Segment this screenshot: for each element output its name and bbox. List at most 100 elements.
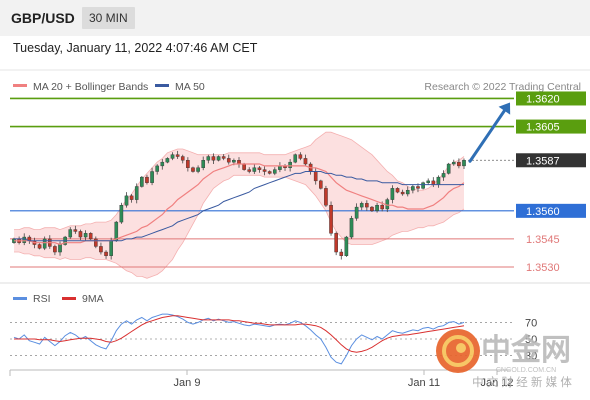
timeframe-badge[interactable]: 30 MIN	[82, 7, 135, 29]
ma50-legend-label: MA 50	[175, 81, 205, 93]
rsi-level-label-50: 50	[525, 334, 537, 346]
candle	[104, 250, 108, 259]
candle	[411, 184, 415, 194]
candle	[216, 155, 221, 162]
projection-arrow	[468, 102, 511, 163]
candle	[359, 201, 364, 211]
candle	[196, 165, 200, 174]
candle	[155, 164, 159, 175]
candle	[446, 162, 451, 175]
bollinger-upper	[14, 131, 465, 231]
candle	[119, 202, 124, 224]
time-axis-labels: Jan 9 Jan 11 Jan 12	[174, 370, 514, 389]
candle	[375, 202, 379, 213]
level-label-1.3620: 1.3620	[526, 93, 560, 105]
candle	[257, 165, 262, 173]
bollinger-lower	[14, 174, 465, 279]
level-label-1.3587: 1.3587	[526, 155, 560, 167]
candle	[426, 178, 431, 185]
candle	[441, 170, 446, 181]
candle	[165, 157, 170, 164]
price-levels: 1.3620 1.3605 1.3587 1.3560 1.3545 1.3530	[10, 91, 586, 274]
rsi-line	[13, 313, 465, 365]
rsi-ma-legend-label: 9MA	[82, 293, 104, 305]
candle	[405, 186, 410, 197]
candle	[186, 157, 190, 172]
candle	[150, 167, 154, 186]
research-credit: Research © 2022 Trading Central	[424, 81, 581, 93]
level-badge-1.3560	[516, 203, 586, 218]
x-tick-label: Jan 12	[480, 377, 513, 389]
rsi-ma-line	[14, 315, 465, 353]
rsi-level-label-70: 70	[525, 317, 537, 329]
candle	[267, 170, 272, 175]
candle	[421, 181, 425, 190]
candle	[303, 154, 308, 167]
report-datetime: Tuesday, January 11, 2022 4:07:46 AM CET	[13, 41, 258, 55]
candle	[272, 167, 277, 176]
candle	[298, 152, 303, 161]
candle	[252, 164, 257, 174]
candle	[349, 215, 354, 239]
candle	[140, 176, 144, 188]
candle	[124, 192, 129, 208]
candle	[354, 203, 359, 221]
candle	[344, 235, 349, 257]
watermark-url: CNGOLD.COM.CN	[496, 367, 556, 374]
instrument-title: GBP/USD	[11, 10, 75, 26]
candlesticks	[12, 150, 466, 260]
candle	[129, 194, 134, 203]
chart-header: GBP/USD 30 MIN	[0, 0, 590, 36]
x-tick-label: Jan 11	[408, 377, 440, 389]
candle	[201, 156, 206, 171]
candle	[99, 242, 103, 255]
rsi-legend-swatch	[13, 297, 27, 300]
candle	[78, 229, 83, 241]
candle	[94, 236, 98, 249]
candle	[365, 200, 369, 211]
candle	[334, 231, 338, 256]
candle	[53, 244, 57, 256]
candle	[247, 167, 252, 174]
rsi-level-label-30: 30	[525, 351, 537, 363]
candle	[88, 232, 93, 241]
level-label-1.3560: 1.3560	[526, 206, 560, 218]
candle	[400, 189, 405, 196]
level-badge-1.3620	[516, 91, 586, 106]
candle	[262, 166, 267, 176]
candle	[339, 248, 344, 260]
candle	[293, 153, 298, 164]
ma20-legend-label: MA 20 + Bollinger Bands	[33, 81, 148, 93]
candle	[175, 150, 180, 159]
bollinger-bands	[14, 131, 465, 279]
rsi-panel: 70 50 30	[10, 313, 537, 365]
candle	[134, 183, 139, 204]
rsi-legend-label: RSI	[33, 293, 51, 305]
level-badge-1.3587	[516, 153, 586, 168]
level-badge-1.3605	[516, 119, 586, 134]
candle	[211, 153, 216, 165]
candle	[170, 152, 175, 161]
candle	[226, 154, 231, 165]
candle	[83, 230, 88, 241]
level-label-1.3530: 1.3530	[526, 262, 560, 274]
candle	[324, 185, 328, 207]
candle	[319, 179, 323, 190]
candle	[206, 154, 211, 164]
candle	[390, 185, 395, 204]
candle	[395, 187, 400, 194]
candle	[68, 227, 73, 239]
candle	[329, 201, 333, 236]
candle	[221, 154, 226, 161]
watermark-subtitle: 中 文 财 经 新 媒 体	[472, 375, 572, 389]
candle	[462, 158, 466, 169]
ma50-legend-swatch	[155, 84, 169, 87]
bollinger-band-fill	[14, 132, 464, 279]
candle	[37, 243, 42, 250]
candle	[160, 159, 165, 170]
candle	[73, 225, 78, 234]
ma20-legend-swatch	[13, 84, 27, 87]
cngold-watermark: 中金网 CNGOLD.COM.CN 中 文 财 经 新 媒 体	[436, 329, 572, 389]
candle	[191, 166, 195, 173]
